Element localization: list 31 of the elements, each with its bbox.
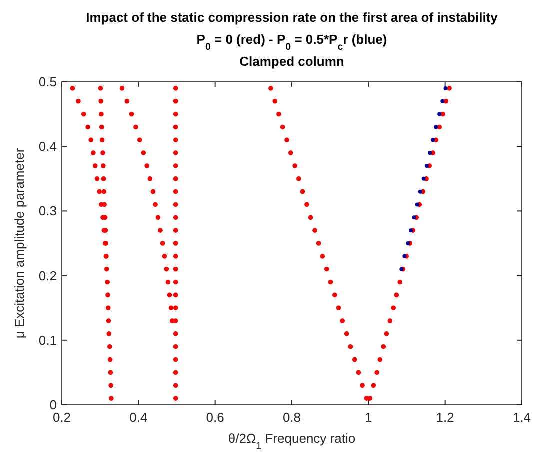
point	[428, 151, 432, 156]
point	[402, 254, 407, 258]
x-tick-label: 0.2	[52, 410, 72, 425]
point	[444, 86, 448, 90]
point	[431, 138, 436, 142]
x-tick-label: 1.2	[436, 410, 454, 425]
y-axis-title: μ Excitation amplitude parameter	[12, 148, 27, 339]
chart-title: Impact of the static compression rate on the first area of instability	[86, 10, 499, 25]
y-tick-label: 0.4	[38, 139, 57, 154]
y-tick-label: 0.5	[38, 74, 57, 90]
chart-subtitle: P$_{0}$ = 0 (red) - P$_{0}$ = 0.5*P$_{c}$r (blue)	[196, 32, 388, 52]
point	[418, 190, 422, 194]
y-tick-label: 0.2	[38, 268, 57, 284]
x-tick-label: 0.8	[282, 410, 302, 425]
point	[409, 228, 414, 233]
y-tick-label: 0.3	[38, 204, 57, 219]
point	[440, 99, 445, 104]
point	[434, 125, 438, 130]
x-tick-label: 1.4	[512, 410, 532, 425]
y-tick-label: 0.1	[38, 332, 57, 348]
point	[415, 202, 420, 207]
x-tick-label: 0.4	[130, 410, 148, 425]
x-tick-label: 1	[365, 410, 372, 425]
point	[412, 216, 416, 220]
point	[422, 176, 426, 181]
x-axis-title: θ/2Ω$_{1}$ Frequency ratio	[228, 431, 356, 452]
point	[424, 164, 429, 168]
x-tick-label: 0.6	[206, 410, 224, 425]
point	[438, 112, 442, 116]
text: Clamped column	[240, 54, 344, 69]
y-tick-label: 0	[50, 398, 57, 412]
